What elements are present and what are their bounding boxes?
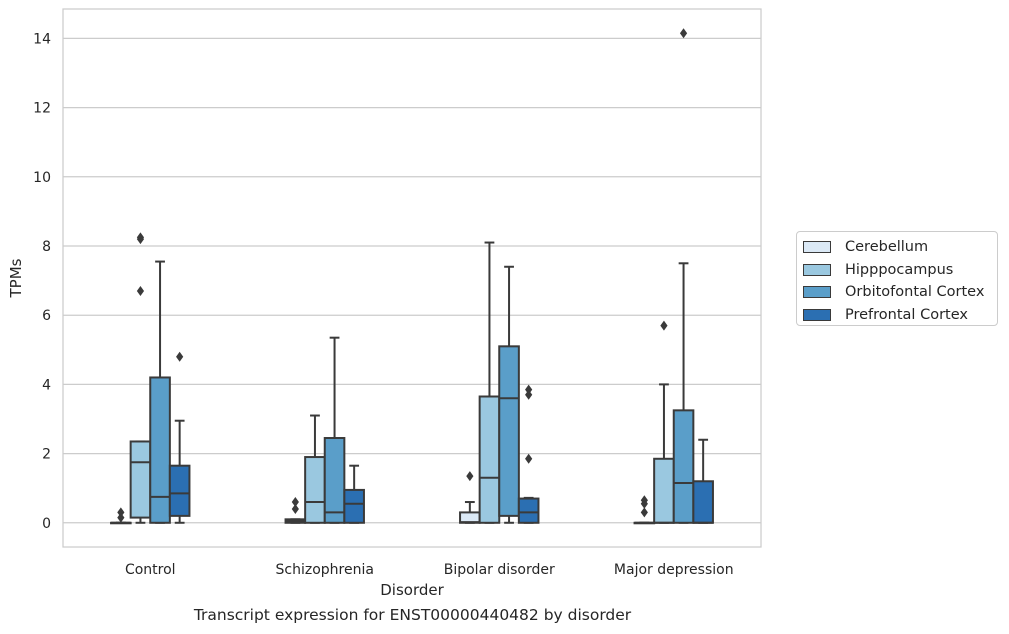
box-body-orbitofontal-cortex-major-depression [672,409,695,524]
legend-swatch-prefrontal-cortex [803,308,831,321]
outlier-prefrontal-cortex-bipolar-disorder-1 [525,389,533,400]
box-body-orbitofontal-cortex-control [149,376,171,524]
x-tick-label-schizophrenia: Schizophrenia [276,562,374,578]
y-axis-ticks: 0 2 4 6 8 10 12 14 [33,31,51,531]
x-axis-ticks: Control Schizophrenia Bipolar disorder Majo… [125,562,734,578]
y-tick-label-6: 6 [42,308,51,324]
legend-item-prefrontal-cortex: Prefrontal Cortex [803,304,997,327]
box-cerebellum-control [110,507,132,525]
outlier-hipppocampus-control-2 [136,232,145,243]
legend-label-hippocampus: Hipppocampus [845,261,954,278]
legend-swatch-hippocampus [803,263,831,276]
y-tick-label-10: 10 [33,170,51,186]
legend-item-hippocampus: Hipppocampus [803,259,997,282]
legend: Cerebellum Hipppocampus Orbitofontal Cor… [796,231,998,326]
y-tick-label-12: 12 [33,101,51,117]
box-body-prefrontal-cortex-schizophrenia [343,488,365,524]
y-axis-title: TPMs [7,258,25,298]
boxes [110,28,714,525]
box-orbitofontal-cortex-major-depression [672,28,695,524]
box-body-prefrontal-cortex-major-depression [692,480,714,524]
box-body-orbitofontal-cortex-schizophrenia [323,437,346,524]
x-axis-title: Disorder [380,581,444,599]
box-cerebellum-schizophrenia [284,497,307,524]
outlier-hipppocampus-control-0 [136,285,145,296]
outlier-prefrontal-cortex-bipolar-disorder-0 [525,453,533,464]
legend-label-cerebellum: Cerebellum [845,239,929,256]
box-cerebellum-major-depression [633,495,656,525]
box-hipppocampus-major-depression [653,320,675,524]
box-body-hipppocampus-major-depression [653,457,675,524]
outlier-prefrontal-cortex-control-0 [176,351,184,362]
box-body-orbitofontal-cortex-bipolar-disorder [498,345,520,517]
x-tick-label-major-depression: Major depression [614,562,734,578]
outlier-hipppocampus-major-depression-0 [660,320,668,331]
box-cerebellum-bipolar-disorder [459,471,481,524]
outlier-cerebellum-schizophrenia-0 [291,503,299,514]
y-tick-label-14: 14 [33,31,51,47]
box-body-hipppocampus-schizophrenia [304,456,326,524]
y-tick-label-2: 2 [42,447,51,463]
box-orbitofontal-cortex-bipolar-disorder [498,265,520,524]
x-tick-label-bipolar-disorder: Bipolar disorder [444,562,555,578]
legend-label-prefrontal-cortex: Prefrontal Cortex [845,306,968,323]
plot-area-frame [62,8,762,548]
box-body-prefrontal-cortex-control [168,464,191,517]
legend-label-orbitofrontal-cortex: Orbitofontal Cortex [845,284,985,301]
box-orbitofontal-cortex-control [149,260,171,524]
chart-caption: Transcript expression for ENST0000044048… [193,606,632,624]
outlier-cerebellum-bipolar-disorder-0 [466,471,474,482]
y-tick-label-0: 0 [42,516,51,532]
box-prefrontal-cortex-bipolar-disorder [517,384,540,524]
box-hipppocampus-schizophrenia [304,414,326,524]
box-prefrontal-cortex-control [168,351,191,524]
legend-item-orbitofrontal-cortex: Orbitofontal Cortex [803,281,997,304]
box-prefrontal-cortex-schizophrenia [343,464,365,524]
legend-swatch-orbitofrontal-cortex [803,286,831,299]
outlier-cerebellum-control-1 [117,507,125,518]
outlier-cerebellum-major-depression-0 [640,507,648,518]
outlier-prefrontal-cortex-bipolar-disorder-2 [525,384,533,395]
box-orbitofontal-cortex-schizophrenia [323,336,346,524]
outlier-orbitofontal-cortex-major-depression-0 [679,28,688,39]
box-body-prefrontal-cortex-bipolar-disorder [517,497,540,524]
box-prefrontal-cortex-major-depression [692,438,714,524]
x-tick-label-control: Control [125,562,176,578]
box-hipppocampus-bipolar-disorder [478,241,501,524]
y-tick-label-8: 8 [42,239,51,255]
outlier-cerebellum-major-depression-2 [640,495,648,506]
box-body-hipppocampus-control [129,440,152,519]
legend-item-cerebellum: Cerebellum [803,236,997,259]
outlier-cerebellum-control-0 [117,512,125,523]
legend-swatch-cerebellum [803,241,831,254]
outlier-cerebellum-schizophrenia-1 [291,497,299,508]
box-hipppocampus-control [129,232,152,524]
y-tick-label-4: 4 [42,377,51,393]
box-body-hipppocampus-bipolar-disorder [478,395,501,524]
